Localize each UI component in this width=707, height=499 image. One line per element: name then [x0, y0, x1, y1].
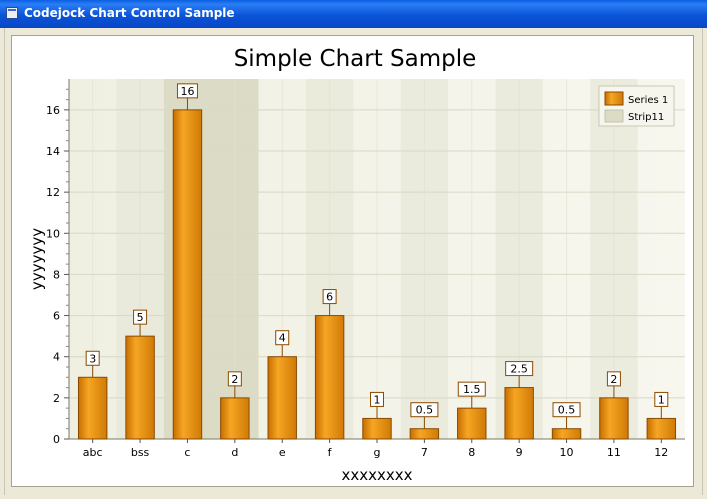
data-label: 1.5 — [463, 383, 481, 396]
y-tick-label: 12 — [46, 186, 60, 199]
data-label: 1 — [374, 393, 381, 406]
data-label-box — [227, 371, 242, 387]
y-tick-label: 0 — [53, 433, 60, 446]
x-tick-label: bss — [131, 446, 150, 459]
x-tick-label: c — [184, 446, 190, 459]
legend-label-strip: Strip11 — [628, 112, 664, 123]
data-label-box — [410, 402, 439, 418]
x-tick-label: e — [279, 446, 286, 459]
data-label: 2 — [231, 373, 238, 386]
bar — [599, 397, 629, 440]
app-icon — [6, 7, 18, 19]
data-label: 1 — [658, 393, 665, 406]
bar — [220, 397, 250, 440]
x-tick-label: f — [328, 446, 333, 459]
data-label: 0.5 — [416, 404, 434, 417]
x-tick-label: 10 — [560, 446, 574, 459]
x-tick-label: 7 — [421, 446, 428, 459]
data-label: 16 — [180, 85, 194, 98]
legend-swatch-strip — [604, 109, 624, 123]
bar — [314, 315, 345, 440]
x-tick-label: d — [231, 446, 238, 459]
x-axis-label: xxxxxxxx — [341, 466, 412, 484]
legend-swatch-series — [604, 91, 624, 106]
x-tick-label: 8 — [468, 446, 475, 459]
data-label: 4 — [279, 332, 286, 345]
x-tick-label: 12 — [654, 446, 668, 459]
chart-panel: 0 2 4 6 8 10 12 14 16 abc 3 bss 5 c 16 d 2 e 4 f 6 g 1 7 0.5 8 1.5… — [11, 35, 694, 487]
data-label-box — [606, 371, 621, 387]
y-tick-label: 8 — [53, 268, 60, 281]
bar — [267, 356, 297, 440]
data-label: 2.5 — [510, 363, 528, 376]
y-tick-label: 10 — [46, 227, 60, 240]
bar — [457, 407, 487, 440]
data-label-box — [552, 402, 581, 418]
data-label-box — [275, 330, 290, 346]
data-label-box — [457, 381, 486, 397]
data-label-box — [176, 83, 198, 99]
data-label: 6 — [326, 291, 333, 304]
data-label-box — [654, 391, 669, 407]
bar — [172, 109, 203, 440]
y-tick-label: 6 — [53, 310, 60, 323]
x-tick-label: abc — [83, 446, 103, 459]
bar — [646, 417, 677, 440]
bar — [551, 428, 582, 440]
data-label: 5 — [137, 311, 144, 324]
legend: Series 1 Strip11 — [598, 85, 675, 127]
data-label: 2 — [610, 373, 617, 386]
bar — [504, 387, 534, 440]
data-label-box — [133, 309, 148, 325]
data-label: 0.5 — [558, 404, 576, 417]
chart-title: Simple Chart Sample — [234, 46, 477, 72]
bar — [125, 335, 155, 440]
y-tick-label: 2 — [53, 392, 60, 405]
data-label-box — [370, 391, 384, 407]
data-label-box — [322, 289, 337, 305]
data-label-box — [505, 361, 534, 377]
bar — [409, 428, 440, 440]
data-label-box — [85, 350, 100, 366]
x-tick-label: g — [374, 446, 381, 459]
bar — [77, 376, 108, 440]
data-label: 3 — [89, 352, 96, 365]
title-bar[interactable]: Codejock Chart Control Sample — [0, 0, 707, 28]
y-axis-label: yyyyyyy — [28, 228, 46, 290]
y-tick-label: 4 — [53, 351, 60, 364]
y-tick-label: 16 — [46, 104, 60, 117]
bar-chart: 0246810121416abc3bss5c16d2e4f6g170.581.5… — [28, 46, 685, 484]
y-tick-label: 14 — [46, 145, 60, 158]
x-tick-label: 9 — [516, 446, 523, 459]
x-tick-label: 11 — [607, 446, 621, 459]
bar — [362, 417, 392, 440]
legend-label-series: Series 1 — [628, 95, 668, 106]
window-title: Codejock Chart Control Sample — [24, 6, 235, 20]
